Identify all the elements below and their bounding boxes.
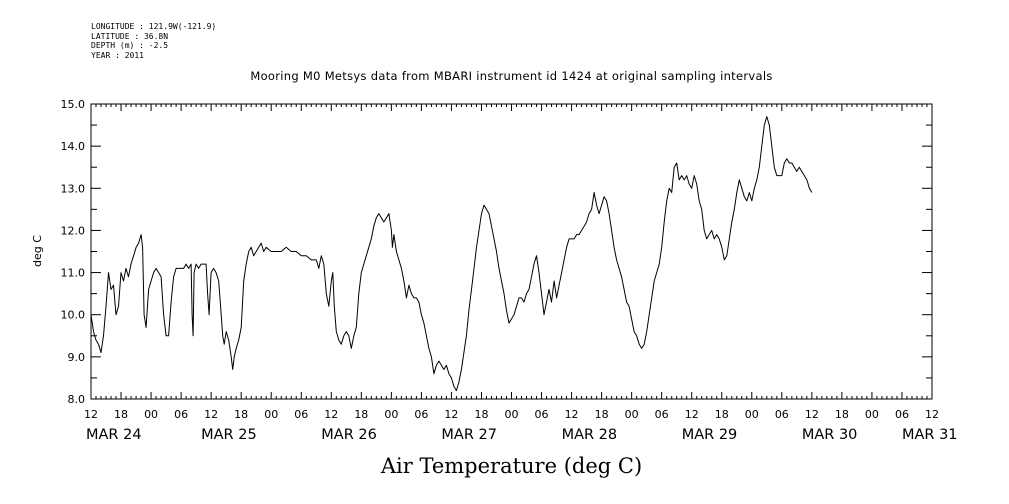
x-tick-label: 18 <box>715 408 729 421</box>
x-tick-label: 18 <box>114 408 128 421</box>
x-tick-label: 06 <box>294 408 308 421</box>
x-tick-label: 00 <box>144 408 158 421</box>
x-tick-label: 18 <box>474 408 488 421</box>
longitude-text: LONGITUDE : 121.9W(-121.9) <box>91 22 217 31</box>
axis-ticks <box>90 103 933 400</box>
x-tick-label: 12 <box>805 408 819 421</box>
x-tick-label: 12 <box>84 408 98 421</box>
y-tick-label: 10.0 <box>61 309 86 322</box>
series-line <box>90 116 813 392</box>
date-label: MAR 28 <box>562 427 618 443</box>
year-text: YEAR : 2011 <box>91 50 144 60</box>
date-label: MAR 25 <box>201 427 257 443</box>
x-tick-label: 00 <box>625 408 639 421</box>
x-tick-label: 00 <box>745 408 759 421</box>
date-label: MAR 24 <box>86 427 142 443</box>
date-label: MAR 26 <box>321 427 377 443</box>
y-tick-label: 8.0 <box>68 393 86 406</box>
chart-title-text: Mooring M0 Metsys data from MBARI instru… <box>250 69 773 83</box>
x-tick-label: 06 <box>535 408 549 421</box>
x-tick-label: 12 <box>204 408 218 421</box>
x-tick-label: 06 <box>775 408 789 421</box>
x-tick-label: 12 <box>324 408 338 421</box>
x-tick-label: 06 <box>414 408 428 421</box>
axis-labels: 8.0 9.0 10.0 11.0 12.0 13.0 14.0 15.0 12 18 00 06 12… <box>61 98 958 443</box>
depth-text: DEPTH (m) : -2.5 <box>91 41 169 51</box>
date-label: MAR 27 <box>441 427 497 443</box>
x-tick-label: 18 <box>234 408 248 421</box>
x-tick-label: 00 <box>384 408 398 421</box>
x-tick-label: 18 <box>595 408 609 421</box>
chart-title: Mooring M0 Metsys data from MBARI instru… <box>0 69 1009 83</box>
bottom-title-text: Air Temperature (deg C) <box>380 454 643 478</box>
date-label: MAR 31 <box>902 427 958 443</box>
date-label: MAR 30 <box>802 427 858 443</box>
plot-frame <box>90 103 933 400</box>
y-axis-label: deg C <box>31 235 44 267</box>
x-tick-label: 12 <box>925 408 939 421</box>
x-tick-label: 18 <box>354 408 368 421</box>
date-label: MAR 29 <box>682 427 738 443</box>
x-tick-label: 06 <box>174 408 188 421</box>
bottom-title: Air Temperature (deg C) <box>0 454 1009 478</box>
metadata-block: LONGITUDE : 121.9W(-121.9) LATITUDE : 36… <box>91 22 216 60</box>
x-tick-label: 18 <box>835 408 849 421</box>
x-tick-label: 12 <box>444 408 458 421</box>
y-tick-label: 11.0 <box>61 267 86 280</box>
x-tick-label: 12 <box>685 408 699 421</box>
x-tick-label: 06 <box>895 408 909 421</box>
x-tick-label: 12 <box>565 408 579 421</box>
x-tick-label: 06 <box>655 408 669 421</box>
y-tick-label: 15.0 <box>61 98 86 111</box>
latitude-text: LATITUDE : 36.8N <box>91 31 169 41</box>
y-tick-label: 14.0 <box>61 140 86 153</box>
x-tick-label: 00 <box>505 408 519 421</box>
series-group <box>90 116 813 392</box>
x-tick-label: 00 <box>865 408 879 421</box>
x-tick-label: 00 <box>264 408 278 421</box>
y-tick-label: 13.0 <box>61 182 86 195</box>
y-tick-label: 9.0 <box>68 351 86 364</box>
y-tick-label: 12.0 <box>61 224 86 237</box>
